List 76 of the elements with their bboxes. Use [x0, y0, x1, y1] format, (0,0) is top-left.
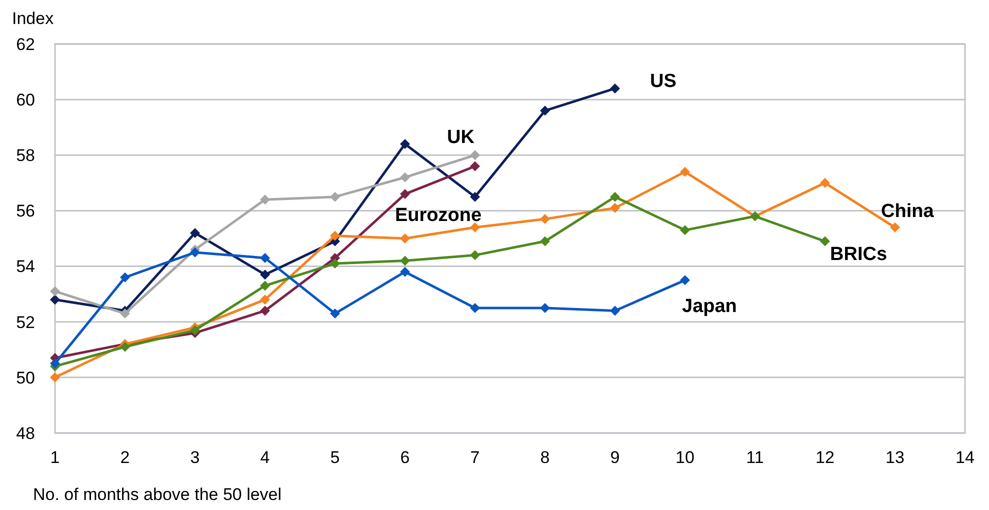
y-tick-label: 54 [16, 257, 35, 276]
x-tick-label: 5 [330, 448, 340, 467]
point [400, 266, 410, 277]
point [470, 302, 480, 313]
series-label: Japan [682, 296, 737, 317]
point [610, 306, 620, 316]
x-tick-label: 14 [956, 448, 974, 467]
point [470, 222, 480, 232]
point [680, 275, 690, 286]
point [820, 178, 830, 188]
y-tick-label: 62 [16, 34, 35, 54]
point [540, 236, 550, 246]
point [680, 166, 690, 177]
y-tick-label: 48 [16, 424, 35, 443]
series-label: UK [447, 126, 475, 148]
point [260, 270, 270, 280]
point [330, 258, 340, 269]
y-tick-label: 58 [16, 146, 35, 166]
x-tick-label: 4 [260, 448, 270, 467]
point [260, 252, 270, 263]
point [680, 225, 690, 236]
point [400, 234, 410, 244]
point [120, 342, 130, 352]
point [540, 302, 550, 313]
point [50, 286, 60, 296]
point [260, 280, 270, 291]
point [470, 192, 480, 202]
x-axis-title: No. of months above the 50 level [33, 485, 282, 504]
point [890, 222, 900, 232]
y-tick-label: 52 [16, 312, 35, 332]
point [610, 202, 620, 213]
point [50, 372, 60, 382]
x-tick-label: 9 [610, 448, 620, 467]
x-tick-label: 13 [886, 448, 904, 467]
x-tick-label: 11 [746, 448, 764, 467]
y-axis-title: Index [12, 9, 54, 28]
point [190, 325, 200, 336]
x-tick-label: 6 [400, 448, 410, 467]
x-tick-label: 1 [50, 448, 60, 467]
point [470, 250, 480, 260]
series-label: Eurozone [395, 204, 482, 226]
point [610, 83, 620, 94]
point [260, 294, 270, 305]
point [330, 192, 340, 202]
x-tick-label: 3 [190, 448, 200, 467]
point [540, 106, 550, 116]
series-label: US [650, 71, 676, 92]
point [540, 214, 550, 224]
series-label: China [881, 201, 934, 222]
y-tick-label: 56 [16, 202, 35, 221]
x-tick-label: 12 [816, 448, 834, 467]
point [190, 228, 200, 238]
point [400, 256, 410, 266]
point [470, 161, 480, 172]
point [470, 150, 480, 160]
series-label: BRICs [830, 244, 888, 265]
point [400, 189, 410, 200]
point [400, 139, 410, 150]
point [400, 172, 410, 182]
x-tick-label: 2 [120, 448, 130, 467]
point [50, 294, 60, 305]
point [260, 194, 270, 205]
point [820, 236, 830, 246]
y-tick-label: 50 [16, 368, 35, 388]
point [610, 192, 620, 202]
point [50, 358, 60, 369]
point [120, 272, 130, 282]
x-tick-label: 8 [540, 448, 550, 467]
point [330, 308, 340, 319]
point [330, 230, 340, 241]
point [190, 247, 200, 258]
y-tick-label: 60 [16, 90, 35, 110]
x-tick-label: 7 [470, 448, 480, 467]
point [120, 308, 130, 319]
x-tick-label: 10 [676, 448, 694, 467]
point [260, 306, 270, 316]
